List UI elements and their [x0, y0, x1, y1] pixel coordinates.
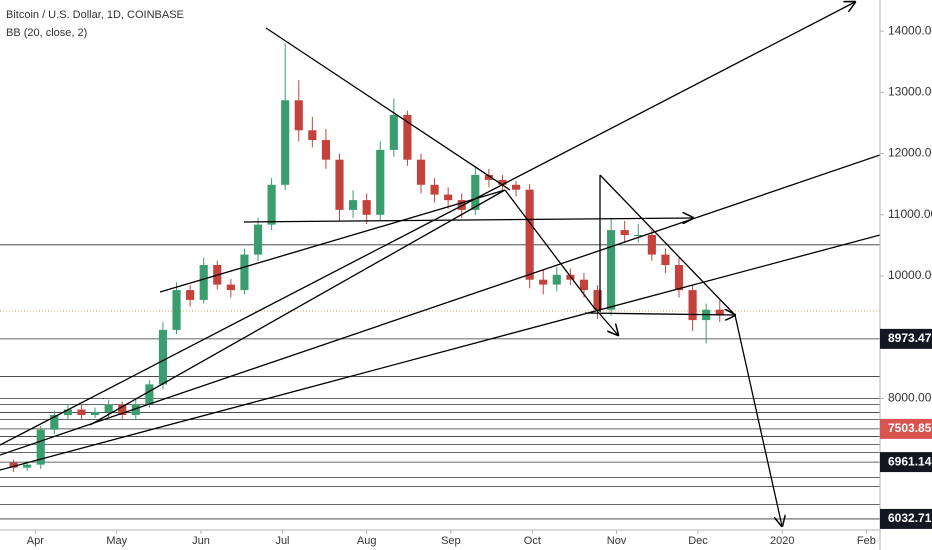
- candle-body: [715, 309, 724, 316]
- candle-body: [253, 224, 263, 255]
- x-tick-label: Sep: [441, 535, 461, 547]
- candle-body: [607, 230, 616, 310]
- x-tick-label: Jul: [275, 535, 289, 547]
- candle-body: [131, 404, 140, 416]
- x-tick-label: Feb: [857, 535, 876, 547]
- candle-body: [294, 100, 303, 131]
- candle-body: [240, 254, 249, 291]
- candle-body: [444, 194, 453, 201]
- candle-body: [471, 174, 480, 210]
- x-tick-label: Apr: [27, 535, 44, 547]
- price-label: 6961.14: [888, 454, 932, 468]
- candle-body: [430, 184, 439, 195]
- x-tick-label: Nov: [607, 535, 627, 547]
- y-tick-label: 11000.00: [888, 207, 932, 221]
- candle-body: [511, 184, 521, 190]
- candle-body: [186, 290, 195, 300]
- candle-body: [674, 265, 684, 291]
- candle-body: [158, 329, 168, 385]
- candle-body: [90, 411, 100, 416]
- candle-body: [484, 174, 493, 180]
- x-tick-label: Oct: [524, 535, 541, 547]
- candle-body: [389, 114, 398, 150]
- candle-body: [226, 284, 235, 291]
- candle-body: [335, 159, 344, 210]
- y-tick-label: 8000.00: [888, 391, 932, 405]
- candle-body: [145, 384, 154, 405]
- price-label: 8973.47: [888, 331, 932, 345]
- y-tick-label: 13000.00: [888, 85, 932, 99]
- x-tick-label: May: [106, 535, 127, 547]
- chart-title: Bitcoin / U.S. Dollar, 1D, COINBASE: [6, 9, 184, 21]
- candle-body: [172, 290, 181, 330]
- candle-body: [199, 265, 208, 300]
- y-tick-label: 14000.00: [888, 23, 932, 37]
- price-label: 6032.71: [888, 511, 932, 525]
- x-tick-label: 2020: [770, 535, 794, 547]
- candle-body: [647, 234, 656, 255]
- candle-body: [661, 254, 670, 265]
- candle-body: [525, 189, 534, 280]
- x-tick-label: Dec: [688, 535, 708, 547]
- candle-body: [498, 179, 507, 185]
- candle-body: [403, 114, 412, 160]
- y-tick-label: 10000.00: [888, 268, 932, 282]
- candle-body: [539, 279, 548, 285]
- indicator-label: BB (20, close, 2): [6, 27, 87, 39]
- price-label-box: [880, 418, 932, 439]
- candle-body: [118, 404, 127, 416]
- x-tick-label: Jun: [192, 535, 210, 547]
- price-label-box: [880, 452, 932, 473]
- price-label-box: [880, 508, 932, 529]
- y-tick-label: 12000.00: [888, 146, 932, 160]
- candle-body: [349, 200, 358, 210]
- price-label: 7503.85: [888, 421, 932, 435]
- candle-body: [23, 464, 32, 468]
- candle-body: [688, 290, 697, 321]
- price-label-box: [880, 328, 932, 349]
- candle-body: [579, 279, 589, 291]
- candle-body: [362, 200, 371, 215]
- x-tick-label: Aug: [357, 535, 377, 547]
- candle-body: [77, 409, 86, 416]
- candle-body: [281, 100, 290, 185]
- candle-body: [321, 140, 330, 160]
- drawings: [0, 2, 880, 526]
- candle-body: [620, 230, 629, 235]
- candle-body: [457, 200, 466, 210]
- candle-body: [416, 159, 426, 185]
- candle-body: [36, 429, 45, 465]
- candle-body: [593, 290, 602, 310]
- candle-body: [267, 184, 276, 225]
- candle-body: [552, 274, 561, 285]
- candle-body: [376, 149, 385, 215]
- candle-body: [63, 409, 72, 416]
- candle-body: [9, 462, 18, 468]
- candle-body: [50, 415, 59, 430]
- candle-body: [104, 404, 113, 412]
- candle-body: [308, 130, 317, 141]
- candle-body: [634, 234, 643, 236]
